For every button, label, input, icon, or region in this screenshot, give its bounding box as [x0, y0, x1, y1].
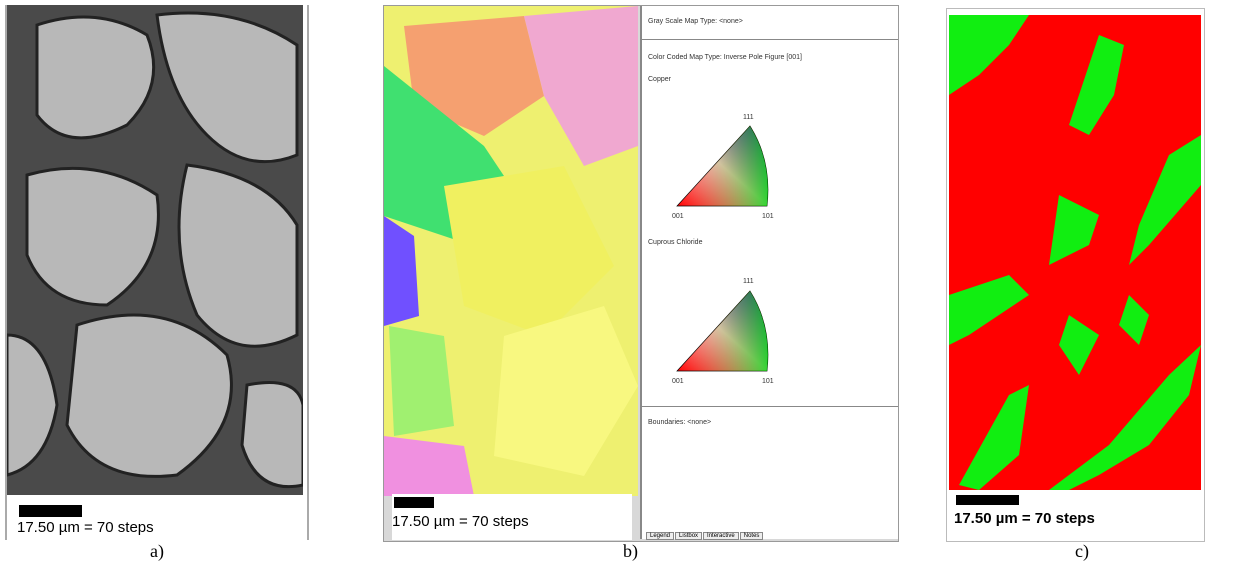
- tab[interactable]: Listbox: [675, 532, 702, 540]
- sem-image: [7, 5, 303, 495]
- phase-name: Copper: [648, 76, 671, 83]
- tab[interactable]: Notes: [740, 532, 764, 540]
- triangle-label: 101: [762, 213, 774, 220]
- triangle-label: 111: [743, 114, 754, 121]
- scale-bar: [394, 497, 434, 508]
- triangle-label: 111: [743, 278, 754, 285]
- scale-bar: [19, 505, 82, 517]
- ipf-triangle: [672, 286, 772, 376]
- ebsd-map: [384, 6, 638, 496]
- legend-pane: Gray Scale Map Type: <none> Color Coded …: [640, 6, 898, 539]
- scale-area: 17.50 µm = 70 steps: [392, 494, 632, 540]
- panel-a: 17.50 µm = 70 steps: [5, 5, 309, 540]
- legend-text: Color Coded Map Type: Inverse Pole Figur…: [648, 54, 802, 61]
- scale-text: 17.50 µm = 70 steps: [392, 513, 529, 530]
- panel-b: 17.50 µm = 70 steps Gray Scale Map Type:…: [383, 5, 899, 542]
- phase-map: [949, 15, 1201, 490]
- caption: c): [1075, 541, 1089, 562]
- triangle-label: 101: [762, 378, 774, 385]
- tab[interactable]: Interactive: [703, 532, 739, 540]
- caption: b): [623, 541, 638, 562]
- scale-text: 17.50 µm = 70 steps: [17, 519, 154, 536]
- ipf-triangle: [672, 121, 772, 211]
- triangle-label: 001: [672, 378, 684, 385]
- divider: [642, 406, 898, 407]
- panel-c: 17.50 µm = 70 steps: [946, 8, 1205, 542]
- legend-text: Boundaries: <none>: [648, 419, 711, 426]
- divider: [642, 39, 898, 40]
- legend-text: Gray Scale Map Type: <none>: [648, 18, 743, 25]
- triangle-label: 001: [672, 213, 684, 220]
- scale-bar: [956, 495, 1019, 505]
- caption: a): [150, 541, 164, 562]
- tab[interactable]: Legend: [646, 532, 674, 540]
- scale-text: 17.50 µm = 70 steps: [954, 510, 1095, 527]
- page: 17.50 µm = 70 steps a) 17.50 µm = 70 ste…: [0, 0, 1236, 565]
- phase-name: Cuprous Chloride: [648, 239, 702, 246]
